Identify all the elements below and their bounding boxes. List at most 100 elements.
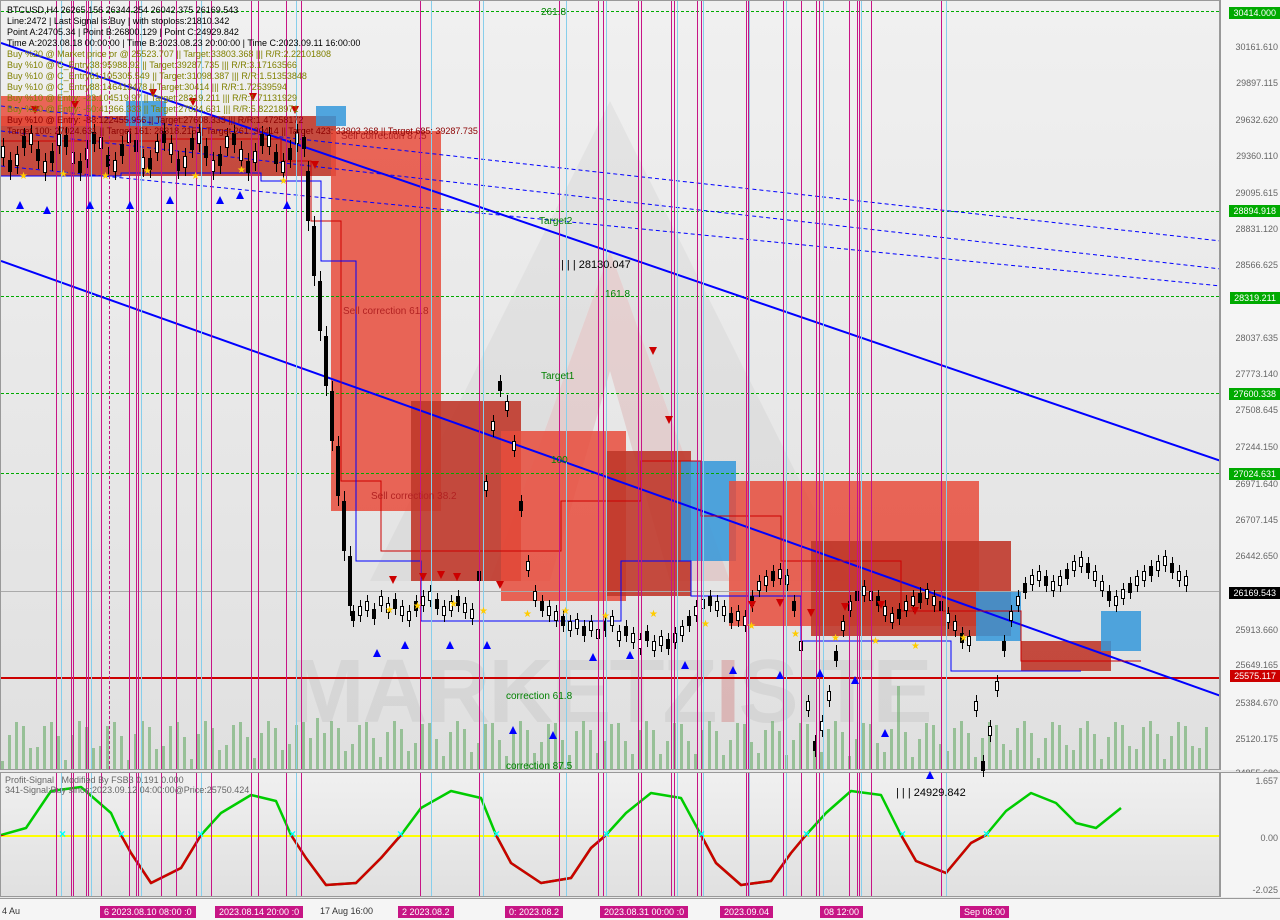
signal-vline xyxy=(598,1,599,769)
volume-bar xyxy=(1016,728,1019,769)
volume-bar xyxy=(400,729,403,769)
buy-arrow-icon xyxy=(126,201,134,209)
volume-bar xyxy=(323,733,326,769)
buy-arrow-icon xyxy=(86,201,94,209)
cross-marker-icon: × xyxy=(899,827,906,841)
star-marker-icon: ★ xyxy=(191,171,200,182)
symbol-label: BTCUSD xyxy=(7,5,44,15)
indicator-y-axis: 1.6570.00-2.025 xyxy=(1220,772,1280,897)
volume-bar xyxy=(379,757,382,769)
buy-arrow-icon xyxy=(401,641,409,649)
volume-bar xyxy=(15,722,18,769)
ichimoku-cloud xyxy=(1101,611,1141,651)
volume-bar xyxy=(288,744,291,769)
volume-bar xyxy=(169,726,172,770)
price-tick: 30161.610 xyxy=(1235,42,1278,52)
volume-bar xyxy=(1198,748,1201,769)
price-level-badge: 27024.631 xyxy=(1229,468,1280,480)
cross-marker-icon: × xyxy=(289,827,296,841)
signal-vline xyxy=(801,1,802,769)
ichimoku-cloud xyxy=(1021,641,1111,671)
buy-arrow-icon xyxy=(626,651,634,659)
volume-bar xyxy=(876,743,879,769)
signal-vline xyxy=(849,1,850,769)
volume-bar xyxy=(239,722,242,769)
time-tick-badge: 2 2023.08.2 xyxy=(398,906,454,918)
price-tick: 28831.120 xyxy=(1235,224,1278,234)
price-axis: 30161.61029897.11529632.62029360.1102909… xyxy=(1220,0,1280,770)
horizontal-level xyxy=(1,677,1219,679)
buy-arrow-icon xyxy=(216,196,224,204)
volume-bar xyxy=(365,722,368,769)
signal-vline xyxy=(697,1,698,769)
cycle-vline xyxy=(703,1,704,769)
cross-marker-icon: × xyxy=(397,827,404,841)
signal-vline xyxy=(783,1,784,769)
signal-vline xyxy=(859,1,860,769)
indicator-tick: -2.025 xyxy=(1252,885,1278,895)
volume-bar xyxy=(120,736,123,769)
sell-arrow-icon xyxy=(389,576,397,584)
volume-bar xyxy=(925,723,928,769)
volume-bar xyxy=(1058,725,1061,769)
volume-bar xyxy=(715,731,718,769)
buy-arrow-icon xyxy=(851,676,859,684)
volume-bar xyxy=(64,760,67,769)
sell-arrow-icon xyxy=(877,601,885,609)
volume-bar xyxy=(337,728,340,769)
volume-bar xyxy=(729,740,732,769)
volume-bar xyxy=(841,732,844,769)
volume-bar xyxy=(246,737,249,769)
volume-bar xyxy=(218,750,221,769)
volume-bar xyxy=(687,741,690,769)
volume-bar xyxy=(414,743,417,769)
cycle-vline xyxy=(566,1,567,769)
volume-bar xyxy=(1044,738,1047,769)
star-marker-icon: ★ xyxy=(601,611,610,622)
volume-bar xyxy=(1023,721,1026,769)
star-marker-icon: ★ xyxy=(237,165,246,176)
volume-bar xyxy=(148,727,151,769)
volume-bar xyxy=(736,723,739,769)
main-price-chart[interactable]: MARKETZISITE BTCUSD,H4 26265.156 26344.2… xyxy=(0,0,1220,770)
star-marker-icon: ★ xyxy=(449,599,458,610)
signal-vline xyxy=(638,1,639,769)
signal-vline xyxy=(871,1,872,769)
volume-bar xyxy=(995,725,998,769)
volume-bar xyxy=(890,729,893,769)
fib-label: Sell correction 38.2 xyxy=(371,491,457,502)
volume-bar xyxy=(1142,727,1145,769)
volume-bar xyxy=(1065,745,1068,769)
volume-bar xyxy=(204,721,207,769)
volume-bar xyxy=(260,733,263,769)
cycle-vline xyxy=(606,1,607,769)
volume-bar xyxy=(827,729,830,769)
volume-bar xyxy=(351,744,354,769)
indicator-panel[interactable]: Profit-Signal Modified By FSB3 0.191 0.0… xyxy=(0,772,1220,897)
chart-container: MARKETZISITE BTCUSD,H4 26265.156 26344.2… xyxy=(0,0,1280,920)
volume-bar xyxy=(1009,750,1012,769)
volume-bar xyxy=(330,721,333,769)
volume-bar xyxy=(617,723,620,769)
volume-bar xyxy=(435,739,438,769)
buy-arrow-icon xyxy=(509,726,517,734)
buy-arrow-icon xyxy=(283,201,291,209)
ichimoku-cloud xyxy=(976,591,1021,641)
sell-arrow-icon xyxy=(419,573,427,581)
volume-bar xyxy=(911,757,914,769)
volume-bar xyxy=(407,751,410,769)
cross-marker-icon: × xyxy=(493,827,500,841)
sell-arrow-icon xyxy=(496,581,504,589)
sell-arrow-icon xyxy=(437,571,445,579)
price-annotation: | | | 28130.047 xyxy=(561,259,631,271)
volume-bar xyxy=(967,733,970,769)
fib-label: 261.8 xyxy=(541,7,566,18)
price-level-badge: 30414.000 xyxy=(1229,7,1280,19)
volume-bar xyxy=(1128,746,1131,769)
chart-info-overlay: BTCUSD,H4 26265.156 26344.254 26042.375 … xyxy=(7,5,478,137)
cycle-vline xyxy=(861,1,862,769)
volume-bar xyxy=(1072,750,1075,769)
cycle-vline xyxy=(749,1,750,769)
buy-arrow-icon xyxy=(166,196,174,204)
volume-bar xyxy=(316,718,319,769)
